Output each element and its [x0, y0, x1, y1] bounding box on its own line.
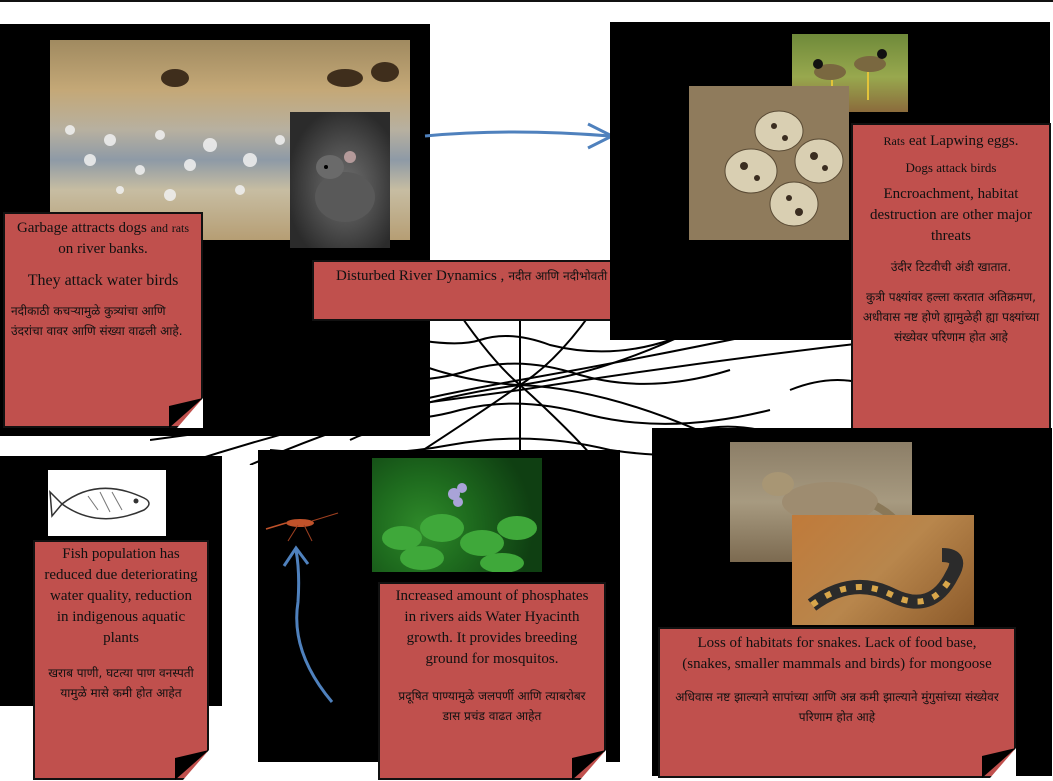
mosquito-icon: [265, 512, 339, 542]
snake-marathi: अधिवास नष्ट झाल्याने सापांच्या आणि अन्न …: [675, 690, 999, 724]
note-fold: [175, 750, 209, 780]
lapwing-marathi-1: उंदीर टिटवीची अंडी खातात.: [890, 260, 1012, 274]
lapwing-text-1: Rats: [883, 134, 905, 148]
note-fold: [572, 750, 606, 780]
note-fold: [982, 748, 1016, 778]
garbage-text-1: Garbage attracts dogs: [16, 220, 147, 236]
rat-photo: [290, 112, 390, 248]
garbage-marathi: नदीकाठी कचऱ्यामुळे कुत्र्यांचा आणि उंदरा…: [11, 304, 183, 338]
fish-marathi: खराब पाणी, घटत्या पाण वनस्पती यामुळे मास…: [48, 666, 194, 700]
fish-drawing-icon: [48, 470, 166, 536]
snake-photo: [792, 515, 974, 625]
lapwing-eggs-photo: [689, 86, 849, 240]
fish-text: Fish population has reduced due deterior…: [44, 546, 198, 646]
garbage-text-5: They attack water birds: [27, 272, 179, 289]
lapwing-text-3: Dogs attack birds: [905, 160, 997, 175]
lapwing-text-2: eat Lapwing eggs.: [908, 133, 1019, 149]
note-garbage: Garbage attracts dogs and rats on river …: [3, 212, 203, 428]
note-fish: Fish population has reduced due deterior…: [33, 540, 209, 780]
arrow-right: [424, 122, 616, 150]
note-hyacinth: Increased amount of phosphates in rivers…: [378, 582, 606, 780]
lapwing-marathi-2: कुत्री पक्ष्यांवर हल्ला करतात अतिक्रमण, …: [862, 290, 1040, 344]
hyacinth-marathi: प्रदूषित पाण्यामुळे जलपर्णी आणि त्याबरोब…: [398, 689, 586, 723]
arrow-up: [282, 545, 334, 703]
garbage-text-3: rats: [171, 221, 190, 235]
water-hyacinth-photo: [372, 458, 542, 572]
snake-text: Loss of habitats for snakes. Lack of foo…: [682, 635, 992, 672]
top-border: [0, 0, 1053, 2]
lapwing-text-4: Encroachment, habitat destruction are ot…: [869, 186, 1033, 244]
hyacinth-text: Increased amount of phosphates in rivers…: [395, 588, 589, 667]
river-text: Disturbed River Dynamics ,: [336, 268, 505, 284]
note-snake: Loss of habitats for snakes. Lack of foo…: [658, 627, 1016, 778]
note-lapwing: Rats eat Lapwing eggs. Dogs attack birds…: [851, 123, 1051, 459]
garbage-text-4: on river banks.: [58, 241, 148, 257]
note-fold: [169, 398, 203, 428]
garbage-text-2: and: [150, 221, 168, 235]
